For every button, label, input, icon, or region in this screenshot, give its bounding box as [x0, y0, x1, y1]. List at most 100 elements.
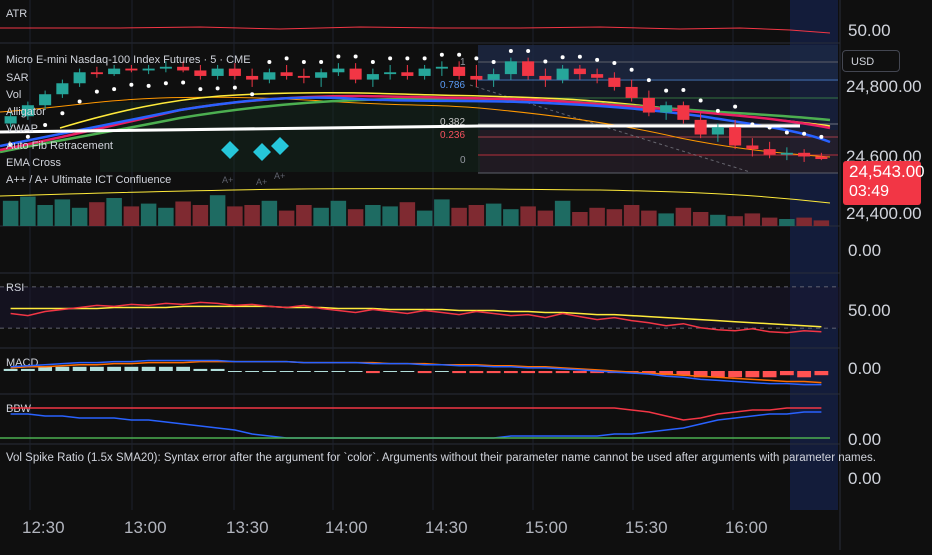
- candle-body: [625, 86, 638, 98]
- sar-dot: [77, 99, 82, 104]
- candle-body: [591, 74, 604, 78]
- candle-body: [694, 119, 707, 135]
- volume-bar: [796, 217, 812, 226]
- sar-dot: [595, 57, 600, 62]
- candle-body: [418, 68, 431, 76]
- macd-hist-bar: [55, 366, 70, 371]
- candle-body: [332, 68, 345, 73]
- volume-bar: [71, 207, 88, 226]
- macd-hist-bar: [331, 371, 346, 372]
- indicator-vwap[interactable]: VWAP: [6, 123, 38, 135]
- signal-diamond: [253, 143, 271, 161]
- candle-body: [608, 77, 621, 87]
- main-overlays: [0, 91, 831, 158]
- macd-hist-bar: [521, 371, 536, 374]
- macd-hist-bar: [279, 371, 294, 372]
- candle-body: [246, 75, 259, 80]
- time-tick: 14:30: [425, 518, 468, 537]
- last-price-tag: 24,543.00 03:49: [843, 161, 925, 205]
- indicator-sar[interactable]: SAR: [6, 72, 29, 84]
- currency-selector[interactable]: USD: [842, 50, 900, 72]
- volume-bar: [710, 214, 726, 226]
- sar-dot: [250, 92, 255, 97]
- bar-countdown: 03:49: [849, 183, 890, 200]
- volume-bar: [123, 206, 140, 226]
- macd-hist-bar: [383, 371, 398, 372]
- fib-label-0382: 0.382: [440, 117, 465, 128]
- vwap-line: [0, 124, 800, 134]
- volume-bar: [641, 210, 657, 226]
- volume-bar: [278, 210, 295, 226]
- macd-histogram: [3, 366, 829, 378]
- indicator-ict-confluence[interactable]: A++ / A+ Ultimate ICT Confluence: [6, 174, 171, 186]
- volume-bar: [416, 210, 433, 226]
- sar-dot: [405, 56, 410, 61]
- sar-dot: [681, 88, 686, 93]
- volume-bar: [37, 205, 53, 226]
- sar-dot: [491, 60, 496, 65]
- sar-dot: [474, 56, 479, 61]
- time-axis[interactable]: 12:30 13:00 13:30 14:00 14:30 15:00 15:3…: [22, 518, 768, 537]
- candle-body: [522, 61, 535, 76]
- macd-hist-bar: [314, 371, 329, 372]
- bbw-axis-value: 0.00: [848, 430, 881, 449]
- volume-bar: [520, 206, 536, 226]
- macd-hist-bar: [20, 368, 35, 371]
- bbw-label: BBW: [6, 403, 32, 415]
- fib-label-0786: 0.786: [440, 80, 465, 91]
- macd-hist-bar: [348, 371, 363, 372]
- sar-dot: [336, 54, 341, 59]
- macd-hist-bar: [124, 366, 139, 371]
- sar-dot: [560, 55, 565, 60]
- price-axis[interactable]: 50.00 24,800.00 24,600.00 24,400.00 0.00…: [846, 21, 922, 488]
- rsi-label: RSI: [6, 282, 24, 294]
- sar-dot: [577, 54, 582, 59]
- fib-label-1: 1: [460, 57, 466, 68]
- indicator-alligator[interactable]: Alligator: [6, 106, 46, 118]
- macd-hist-bar: [503, 371, 518, 374]
- candle-body: [4, 116, 17, 124]
- time-tick: 15:00: [525, 518, 568, 537]
- macd-hist-bar: [210, 368, 225, 371]
- volume-bar: [606, 209, 623, 226]
- indicator-ema-cross[interactable]: EMA Cross: [6, 157, 62, 169]
- volume-bar: [347, 209, 364, 226]
- volume-bar: [158, 207, 174, 226]
- sar-dot: [715, 108, 720, 113]
- volume-bar: [658, 213, 674, 226]
- volume-ma: [0, 188, 831, 204]
- indicator-vol[interactable]: Vol: [6, 89, 21, 101]
- fib-retracement-zone: [100, 45, 838, 174]
- sar-dot: [370, 60, 375, 65]
- candle-body: [642, 97, 655, 113]
- signal-diamond: [271, 137, 289, 155]
- volume-bar: [175, 201, 191, 226]
- sar-dot: [388, 56, 393, 61]
- sar-dot: [319, 60, 324, 65]
- alligator-lips: [0, 97, 831, 154]
- sar-dot: [543, 59, 548, 64]
- candle-body: [384, 72, 397, 75]
- signal-diamond: [221, 141, 239, 159]
- volume-bar: [382, 206, 398, 226]
- indicator-auto-fib[interactable]: Auto Fib Retracement: [6, 140, 113, 152]
- volume-bar: [434, 199, 450, 226]
- volume-bar: [89, 202, 105, 226]
- macd-hist-bar: [779, 371, 794, 376]
- volume-bar: [744, 213, 761, 226]
- time-tick: 13:30: [226, 518, 269, 537]
- sar-dot: [664, 88, 669, 93]
- candle-body: [815, 156, 828, 160]
- volume-bar: [468, 205, 485, 226]
- candle-body: [556, 68, 569, 80]
- volume-bar: [261, 200, 278, 226]
- candle-body: [470, 75, 483, 80]
- atr-label: ATR: [6, 8, 27, 20]
- candle-body: [73, 72, 86, 84]
- sar-dot: [508, 49, 513, 54]
- volume-bar: [313, 207, 329, 226]
- symbol-title[interactable]: Micro E-mini Nasdaq-100 Index Futures · …: [6, 54, 251, 66]
- macd-hist-bar: [158, 366, 173, 371]
- candle-body: [487, 74, 500, 80]
